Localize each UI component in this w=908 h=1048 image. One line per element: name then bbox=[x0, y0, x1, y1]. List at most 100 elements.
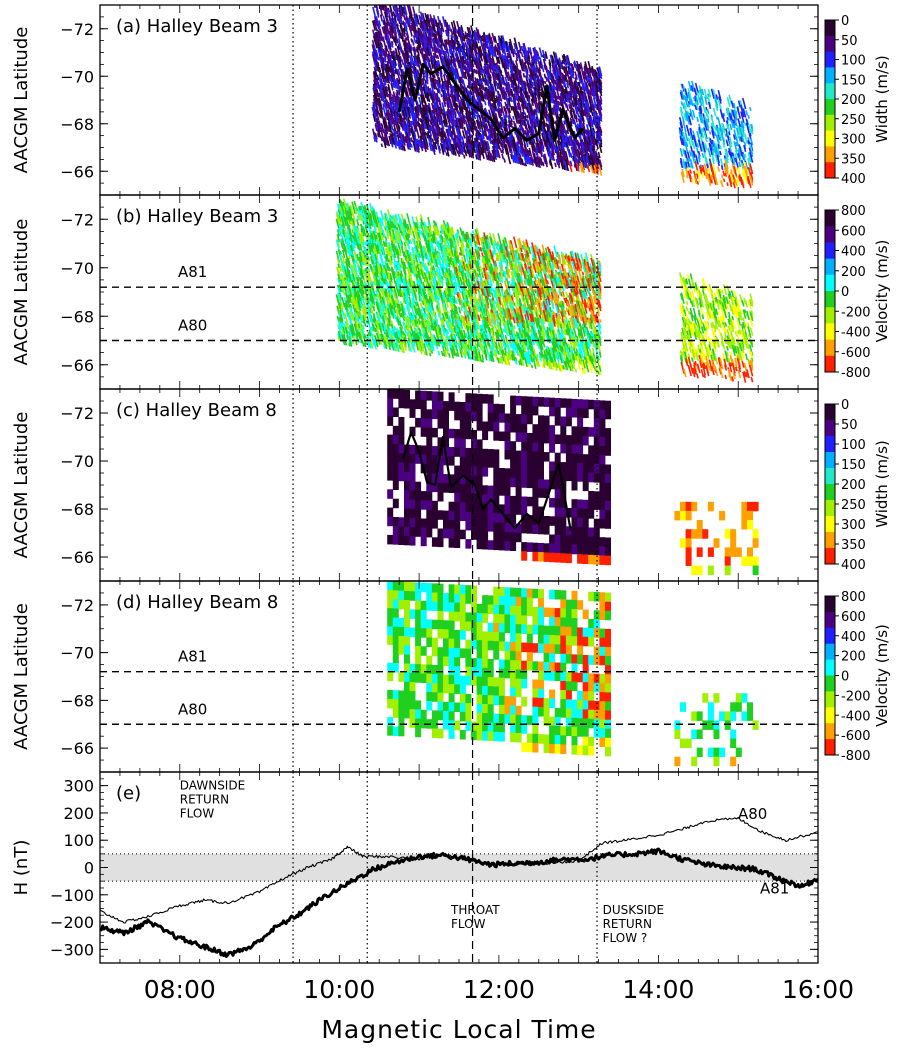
data-streak bbox=[714, 103, 719, 112]
data-streak bbox=[516, 66, 520, 76]
data-streak bbox=[353, 317, 358, 328]
data-streak bbox=[457, 150, 461, 158]
data-streak bbox=[378, 92, 382, 99]
data-streak bbox=[492, 46, 498, 58]
data-streak bbox=[430, 59, 434, 69]
data-streak bbox=[510, 153, 513, 160]
data-streak bbox=[542, 136, 547, 147]
data-streak bbox=[396, 28, 401, 39]
data-streak bbox=[701, 172, 705, 178]
data-streak bbox=[531, 142, 536, 153]
data-streak bbox=[456, 143, 461, 152]
data-streak bbox=[503, 144, 508, 155]
data-streak bbox=[463, 71, 468, 80]
data-streak bbox=[680, 83, 684, 89]
data-streak bbox=[377, 293, 381, 301]
data-streak bbox=[547, 137, 552, 149]
data-streak bbox=[384, 256, 388, 262]
data-streak bbox=[397, 79, 401, 85]
data-streak bbox=[581, 83, 585, 91]
data-streak bbox=[429, 352, 432, 357]
data-streak bbox=[423, 23, 427, 33]
data-streak bbox=[394, 54, 398, 61]
data-streak bbox=[582, 70, 587, 80]
data-streak bbox=[454, 33, 459, 43]
data-streak bbox=[406, 318, 411, 329]
data-streak bbox=[568, 161, 573, 173]
data-streak bbox=[375, 250, 379, 260]
data-streak bbox=[394, 246, 399, 256]
data-streak bbox=[728, 175, 733, 188]
data-streak bbox=[435, 37, 440, 48]
data-streak bbox=[707, 148, 712, 158]
data-streak bbox=[597, 107, 601, 116]
data-streak bbox=[438, 33, 443, 47]
data-streak bbox=[428, 312, 434, 325]
data-streak bbox=[431, 32, 434, 38]
data-streak bbox=[550, 150, 556, 162]
data-streak bbox=[528, 147, 533, 157]
data-streak bbox=[469, 78, 473, 87]
data-streak bbox=[457, 110, 461, 118]
data-streak bbox=[520, 158, 524, 166]
data-streak bbox=[414, 107, 419, 119]
data-streak bbox=[387, 209, 391, 219]
data-streak bbox=[503, 106, 506, 112]
data-streak bbox=[685, 113, 691, 125]
data-streak bbox=[358, 315, 362, 320]
data-streak bbox=[495, 49, 499, 56]
data-streak bbox=[415, 39, 419, 45]
data-streak bbox=[360, 283, 365, 295]
data-streak bbox=[481, 130, 485, 140]
data-streak bbox=[587, 155, 592, 167]
data-streak bbox=[343, 312, 348, 320]
data-streak bbox=[384, 129, 389, 141]
data-streak bbox=[444, 19, 448, 28]
data-streak bbox=[344, 271, 349, 283]
data-streak bbox=[507, 71, 512, 82]
data-streak bbox=[380, 74, 384, 79]
data-streak bbox=[474, 108, 478, 115]
data-streak bbox=[728, 148, 733, 159]
data-streak bbox=[364, 306, 369, 316]
data-streak bbox=[466, 85, 470, 89]
data-streak bbox=[371, 323, 376, 332]
data-streak bbox=[403, 126, 408, 138]
data-streak bbox=[449, 133, 454, 141]
data-streak bbox=[736, 106, 742, 119]
data-streak bbox=[474, 77, 478, 86]
data-streak bbox=[695, 96, 699, 105]
data-streak bbox=[394, 79, 399, 90]
data-streak bbox=[489, 153, 494, 162]
data-streak bbox=[388, 219, 391, 225]
data-streak bbox=[732, 122, 736, 129]
data-streak bbox=[416, 46, 420, 56]
data-streak bbox=[593, 136, 598, 146]
data-streak bbox=[557, 104, 561, 112]
data-streak bbox=[377, 129, 382, 138]
data-streak bbox=[388, 30, 392, 39]
data-streak bbox=[413, 238, 416, 243]
data-streak bbox=[452, 58, 457, 71]
data-streak bbox=[392, 5, 396, 12]
data-streak bbox=[688, 115, 692, 126]
data-streak bbox=[485, 41, 489, 49]
data-streak bbox=[364, 271, 369, 281]
data-streak bbox=[400, 230, 404, 237]
data-streak bbox=[374, 242, 379, 254]
data-streak bbox=[504, 101, 508, 110]
data-streak bbox=[719, 137, 722, 141]
data-streak bbox=[494, 79, 498, 86]
data-streak bbox=[561, 78, 564, 84]
data-streak bbox=[354, 225, 360, 238]
data-streak bbox=[687, 137, 692, 149]
data-streak bbox=[402, 14, 406, 21]
data-streak bbox=[390, 52, 394, 60]
data-streak bbox=[458, 119, 462, 130]
data-streak bbox=[401, 59, 405, 66]
data-streak bbox=[391, 99, 396, 109]
data-streak bbox=[418, 279, 423, 291]
data-streak bbox=[437, 86, 441, 94]
colorbar-segment bbox=[825, 20, 835, 37]
data-streak bbox=[399, 55, 403, 62]
